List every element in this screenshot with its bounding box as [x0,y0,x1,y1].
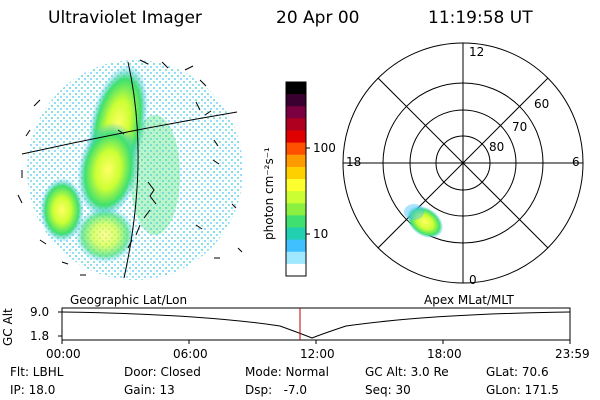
colorbar-swatch [286,191,306,204]
status-ip: IP: 18.0 [10,383,56,397]
colorbar-swatch [286,142,306,156]
status-glon: GLon: 171.5 [486,383,559,397]
status-mode: Mode: Normal [245,365,329,379]
colorbar-tick-100: 100 [313,141,336,155]
mlt-label-18: 18 [346,155,362,169]
mlat-label-60: 60 [534,97,550,111]
status-dsp: Dsp: -7.0 [245,383,308,397]
colorbar-swatch [286,251,306,265]
left-panel-label: Geographic Lat/Lon [70,293,188,307]
colorbar-swatch [286,118,306,132]
gc-alt-axis-label: GC Alt [1,308,15,346]
colorbar-swatch [286,154,306,168]
colorbar-unit-label: photon cm⁻²s⁻¹ [262,147,276,240]
status-gain: Gain: 13 [124,383,175,397]
colorbar-swatch [286,106,306,119]
status-seq: Seq: 30 [365,383,411,397]
app-title: Ultraviolet Imager [48,8,202,28]
colorbar-swatch [286,130,306,144]
colorbar-swatch [286,215,306,229]
color-bar [285,81,310,277]
colorbar-swatch [286,94,306,107]
mlat-label-70: 70 [512,120,528,134]
status-glat: GLat: 70.6 [486,365,549,379]
time-label: 11:19:58 UT [428,8,533,28]
status-filter: Flt: LBHL [10,365,64,379]
gc-alt-ytick-9: 9.0 [30,305,50,319]
gc-alt-xtick: 00:00 [46,347,81,361]
status-door: Door: Closed [124,365,201,379]
gc-alt-xtick: 12:00 [300,347,335,361]
colorbar-swatch [286,166,306,180]
colorbar-swatch [286,179,306,192]
status-gc-alt: GC Alt: 3.0 Re [365,365,449,379]
mlt-label-0: 0 [469,273,477,287]
colorbar-tick-10: 10 [313,227,329,241]
polar-plot [342,42,584,284]
mlt-label-12: 12 [469,45,485,59]
mlat-label-80: 80 [489,140,505,154]
aurora-spot [406,205,444,239]
colorbar-swatch [286,263,306,277]
colorbar-swatch [286,227,306,241]
colorbar-swatch [286,239,306,253]
gc-alt-xtick: 06:00 [173,347,208,361]
gc-alt-xtick: 18:00 [427,347,462,361]
colorbar-swatch [286,203,306,216]
geographic-image [27,60,243,280]
mlt-label-6: 6 [572,155,580,169]
right-panel-label: Apex MLat/MLT [424,293,514,307]
gc-alt-ytick-1.8: 1.8 [30,329,50,343]
colorbar-swatch [286,82,306,95]
date-label: 20 Apr 00 [276,8,360,28]
gc-alt-xtick: 23:59 [555,347,590,361]
gc-alt-plot [58,307,571,344]
